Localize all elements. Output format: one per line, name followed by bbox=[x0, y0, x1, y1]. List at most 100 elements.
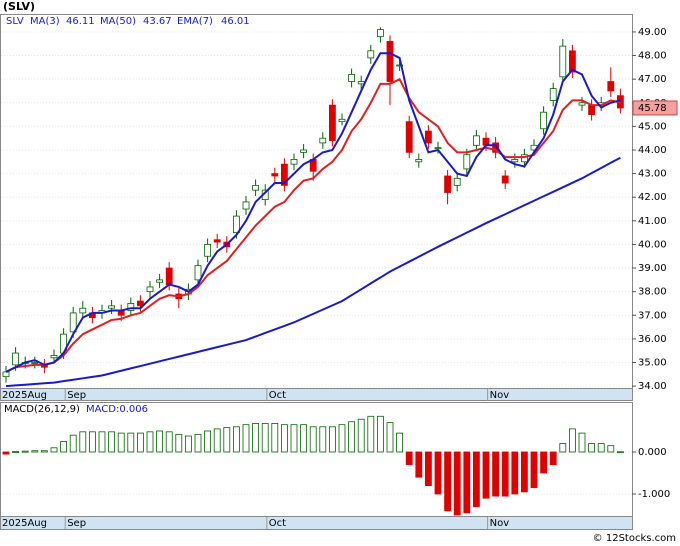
macd-bar bbox=[357, 418, 365, 453]
x-tick-label: Nov bbox=[490, 390, 510, 401]
candle-body bbox=[376, 29, 384, 38]
candle-body bbox=[79, 307, 87, 314]
macd-bar bbox=[165, 431, 173, 453]
macd-bar bbox=[223, 427, 231, 453]
candle-body bbox=[338, 118, 346, 123]
candle-body bbox=[357, 81, 365, 85]
candle-body bbox=[204, 244, 212, 257]
candle-body bbox=[540, 111, 547, 130]
candle-body bbox=[386, 40, 394, 82]
macd-bar bbox=[89, 431, 96, 453]
candle-body bbox=[31, 362, 39, 364]
date-strip bbox=[0, 388, 633, 401]
candle-body bbox=[348, 74, 356, 82]
macd-bar bbox=[2, 451, 10, 455]
y-tick-label: 49.00 bbox=[638, 27, 667, 38]
candle-body bbox=[559, 45, 567, 78]
macd-bar bbox=[444, 451, 452, 512]
moving-average bbox=[5, 156, 621, 388]
candle-body bbox=[2, 371, 10, 378]
macd-bar bbox=[617, 451, 624, 454]
macd-bar bbox=[204, 430, 212, 453]
macd-bar bbox=[117, 432, 125, 453]
candle-body bbox=[549, 88, 557, 101]
legend-value: 43.67 bbox=[143, 16, 172, 27]
x-tick-label: 2025Aug bbox=[2, 518, 47, 529]
macd-bar bbox=[588, 443, 595, 453]
macd-bar bbox=[69, 434, 77, 453]
candle-body bbox=[12, 352, 20, 366]
macd-bar bbox=[41, 450, 48, 453]
macd-bar bbox=[290, 424, 298, 453]
candle-body bbox=[405, 121, 413, 153]
macd-bar bbox=[98, 431, 106, 453]
macd-bar bbox=[453, 451, 461, 516]
date-strip bbox=[0, 516, 633, 530]
macd-bar bbox=[213, 428, 221, 453]
candle-body bbox=[569, 50, 576, 73]
x-tick-label: Sep bbox=[67, 518, 86, 529]
candle-body bbox=[194, 265, 202, 281]
moving-average bbox=[5, 52, 621, 373]
macd-bar bbox=[146, 431, 154, 453]
macd-bar bbox=[472, 451, 480, 507]
candle-body bbox=[511, 159, 519, 163]
x-tick-label: 2025Aug bbox=[2, 390, 47, 401]
y-tick-label: 34.00 bbox=[638, 381, 667, 392]
macd-bar bbox=[108, 431, 115, 453]
macd-readout: MACD:0.006 bbox=[86, 404, 148, 415]
macd-bar bbox=[338, 424, 346, 453]
macd-bar bbox=[50, 447, 58, 453]
macd-bar bbox=[309, 426, 317, 453]
candle-body bbox=[280, 163, 288, 186]
last-price-box bbox=[632, 100, 678, 116]
x-tick-label: Sep bbox=[67, 390, 86, 401]
moving-average bbox=[5, 77, 621, 373]
candle-body bbox=[453, 177, 461, 186]
candle-body bbox=[424, 130, 432, 144]
macd-bar bbox=[127, 432, 135, 453]
macd-bar bbox=[578, 432, 586, 453]
footer: © 12Stocks.com bbox=[593, 533, 676, 544]
macd-bar bbox=[434, 451, 442, 495]
x-tick-label: Oct bbox=[269, 390, 286, 401]
candle-body bbox=[213, 239, 221, 243]
candle-body bbox=[501, 175, 509, 184]
macd-bar bbox=[367, 415, 375, 453]
candle-body bbox=[482, 137, 490, 146]
candle-body bbox=[434, 147, 442, 150]
macd-bar bbox=[261, 423, 269, 453]
macd-bar bbox=[280, 424, 288, 453]
macd-bar bbox=[463, 451, 471, 514]
macd-bar bbox=[501, 451, 509, 497]
y-tick-label: 42.00 bbox=[638, 192, 667, 203]
candle-body bbox=[492, 142, 500, 153]
macd-bar bbox=[396, 432, 404, 453]
candle-body bbox=[127, 303, 135, 311]
candle-body bbox=[50, 355, 58, 359]
macd-bar bbox=[376, 415, 384, 453]
y-tick-label: 40.00 bbox=[638, 239, 667, 250]
macd-bar bbox=[12, 451, 20, 453]
candle-body bbox=[156, 279, 164, 283]
macd-bar bbox=[386, 422, 394, 453]
y-tick-label: -1.000 bbox=[638, 489, 670, 500]
legend-label: EMA(7) bbox=[177, 16, 213, 27]
y-tick-label: 41.00 bbox=[638, 216, 667, 227]
macd-bar bbox=[597, 443, 605, 453]
macd-bar bbox=[31, 450, 39, 453]
macd-bar bbox=[607, 445, 615, 453]
macd-bar bbox=[482, 451, 490, 499]
candle-body bbox=[588, 104, 595, 115]
last-price: 45.78 bbox=[638, 103, 667, 114]
macd-bar bbox=[415, 451, 423, 478]
y-tick-label: 0.000 bbox=[638, 447, 667, 458]
macd-bar bbox=[60, 441, 67, 453]
macd-bar bbox=[530, 451, 538, 489]
y-tick-label: 48.00 bbox=[638, 51, 667, 62]
macd-bar bbox=[175, 433, 183, 453]
candle-body bbox=[108, 305, 115, 309]
macd-bar bbox=[242, 424, 250, 453]
candle-body bbox=[146, 286, 154, 293]
macd-bar bbox=[79, 431, 87, 453]
